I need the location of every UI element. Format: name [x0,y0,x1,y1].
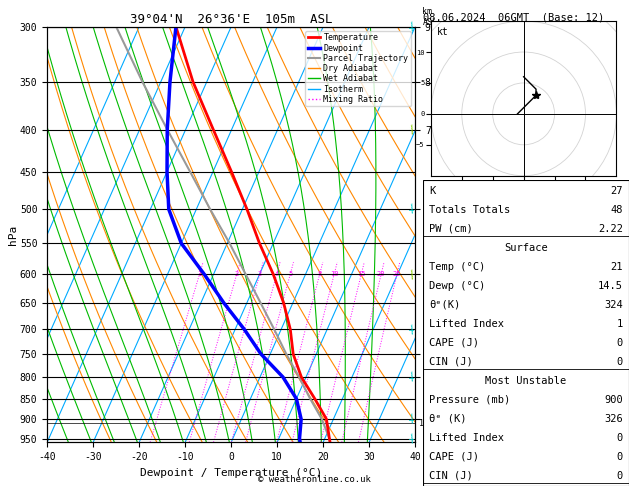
Text: 5: 5 [288,271,292,278]
Text: © weatheronline.co.uk: © weatheronline.co.uk [258,474,371,484]
Text: 2.22: 2.22 [598,224,623,234]
Text: 1LCL: 1LCL [419,418,439,428]
Text: _: _ [409,323,414,331]
Text: θᵉ(K): θᵉ(K) [429,300,460,310]
Text: θᵉ (K): θᵉ (K) [429,414,466,424]
Text: 0: 0 [616,433,623,443]
Text: K: K [429,186,435,196]
Text: Dewp (°C): Dewp (°C) [429,281,485,291]
Text: 0: 0 [616,471,623,481]
Text: CIN (J): CIN (J) [429,471,472,481]
Text: 324: 324 [604,300,623,310]
Text: PW (cm): PW (cm) [429,224,472,234]
Text: 4: 4 [275,271,279,278]
Text: 27: 27 [610,186,623,196]
Text: 10: 10 [330,271,338,278]
Text: 0: 0 [616,338,623,348]
Text: 8: 8 [318,271,322,278]
Text: _: _ [409,370,414,379]
Text: 21: 21 [610,262,623,272]
Text: 3: 3 [258,271,262,278]
Text: 14.5: 14.5 [598,281,623,291]
Text: 900: 900 [604,395,623,405]
Text: kt: kt [437,27,449,37]
Text: 0: 0 [616,451,623,462]
X-axis label: Dewpoint / Temperature (°C): Dewpoint / Temperature (°C) [140,468,322,478]
Text: 326: 326 [604,414,623,424]
Text: 1: 1 [198,271,201,278]
Y-axis label: hPa: hPa [8,225,18,244]
FancyBboxPatch shape [423,180,629,486]
Text: 25: 25 [392,271,401,278]
Text: Pressure (mb): Pressure (mb) [429,395,510,405]
Text: CIN (J): CIN (J) [429,357,472,367]
Text: /: / [406,21,418,33]
Text: Lifted Index: Lifted Index [429,433,504,443]
Text: _: _ [409,20,414,29]
Text: /: / [406,268,418,280]
Text: /: / [406,433,418,445]
Y-axis label: Mixing Ratio (g/kg): Mixing Ratio (g/kg) [435,179,445,290]
Text: _: _ [409,412,414,421]
Text: Lifted Index: Lifted Index [429,319,504,329]
Text: 08.06.2024  06GMT  (Base: 12): 08.06.2024 06GMT (Base: 12) [423,12,604,22]
Text: Most Unstable: Most Unstable [485,376,567,386]
Title: 39°04'N  26°36'E  105m  ASL: 39°04'N 26°36'E 105m ASL [130,13,332,26]
Text: km
ASL: km ASL [423,7,438,27]
Legend: Temperature, Dewpoint, Parcel Trajectory, Dry Adiabat, Wet Adiabat, Isotherm, Mi: Temperature, Dewpoint, Parcel Trajectory… [305,31,411,106]
Text: 48: 48 [610,205,623,215]
Text: _: _ [409,202,414,211]
Text: Surface: Surface [504,243,548,253]
Text: CAPE (J): CAPE (J) [429,338,479,348]
Text: /: / [406,323,418,335]
Text: /: / [406,123,418,136]
Text: 1: 1 [616,319,623,329]
Text: 15: 15 [357,271,365,278]
Text: /: / [406,371,418,383]
Text: /: / [406,203,418,215]
Text: Totals Totals: Totals Totals [429,205,510,215]
Text: _: _ [409,432,414,441]
Text: 2: 2 [235,271,239,278]
Text: 0: 0 [616,357,623,367]
Text: Temp (°C): Temp (°C) [429,262,485,272]
Text: /: / [406,413,418,425]
Text: 20: 20 [377,271,386,278]
Text: CAPE (J): CAPE (J) [429,451,479,462]
